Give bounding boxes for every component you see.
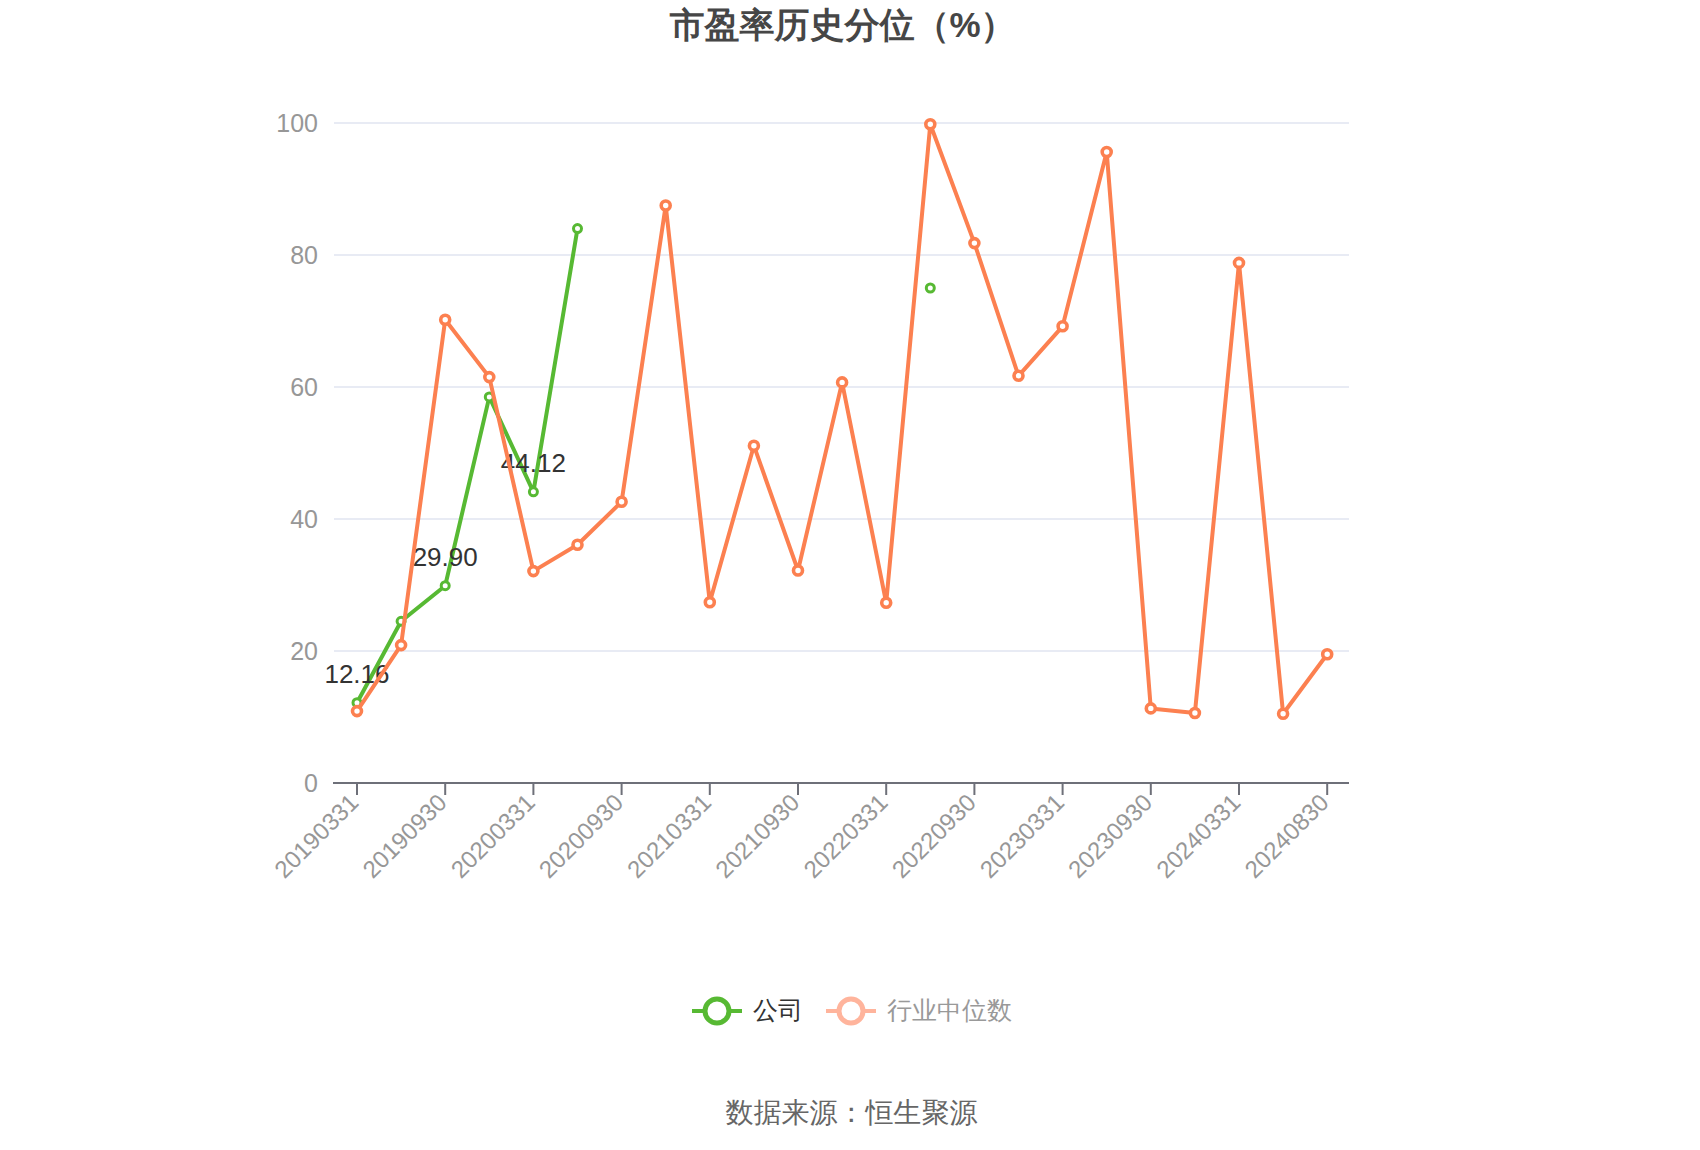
x-axis-label: 20200930 <box>534 788 629 883</box>
data-point-industry-median[interactable] <box>1102 148 1111 157</box>
y-axis-label: 40 <box>290 505 318 533</box>
x-axis-label: 20220331 <box>798 788 893 883</box>
x-axis-label: 20210930 <box>710 788 805 883</box>
data-point-industry-median[interactable] <box>705 598 714 607</box>
y-axis-label: 20 <box>290 637 318 665</box>
data-point-industry-median[interactable] <box>1323 650 1332 659</box>
x-axis-label: 20230930 <box>1063 788 1158 883</box>
series-line-company <box>357 229 930 703</box>
y-axis-label: 0 <box>304 769 318 797</box>
data-point-company[interactable] <box>441 582 449 590</box>
data-point-industry-median[interactable] <box>1235 258 1244 267</box>
y-axis-label: 100 <box>276 109 318 137</box>
data-point-industry-median[interactable] <box>970 239 979 248</box>
x-axis-label: 20240830 <box>1239 788 1334 883</box>
legend-item-industry-median[interactable]: 行业中位数 <box>825 994 1012 1027</box>
data-point-industry-median[interactable] <box>397 641 406 650</box>
data-point-company[interactable] <box>529 488 537 496</box>
data-point-industry-median[interactable] <box>1058 322 1067 331</box>
data-point-industry-median[interactable] <box>617 497 626 506</box>
line-marker-icon <box>691 995 743 1027</box>
data-point-industry-median[interactable] <box>838 378 847 387</box>
data-point-industry-median[interactable] <box>573 540 582 549</box>
x-axis-label: 20220930 <box>886 788 981 883</box>
data-point-industry-median[interactable] <box>485 373 494 382</box>
x-axis-label: 20210331 <box>622 788 717 883</box>
x-axis-label: 20190930 <box>357 788 452 883</box>
data-point-industry-median[interactable] <box>441 315 450 324</box>
data-point-industry-median[interactable] <box>661 201 670 210</box>
data-point-industry-median[interactable] <box>1190 709 1199 718</box>
legend-item-company[interactable]: 公司 <box>691 994 803 1027</box>
y-axis-label: 60 <box>290 373 318 401</box>
legend-label-company: 公司 <box>753 994 803 1027</box>
data-point-industry-median[interactable] <box>749 441 758 450</box>
data-point-company[interactable] <box>574 225 582 233</box>
line-marker-icon <box>825 995 877 1027</box>
x-axis-label: 20200331 <box>445 788 540 883</box>
data-source-note: 数据来源：恒生聚源 <box>0 1094 1700 1132</box>
x-axis-label: 20240331 <box>1151 788 1246 883</box>
data-point-industry-median[interactable] <box>794 566 803 575</box>
data-point-industry-median[interactable] <box>882 598 891 607</box>
data-point-industry-median[interactable] <box>1146 704 1155 713</box>
data-point-company[interactable] <box>926 284 934 292</box>
x-axis-label: 20230331 <box>975 788 1070 883</box>
plot-area: 0 20 40 60 80 100 2019033120190930202003312020… <box>0 0 1700 1150</box>
data-point-industry-median[interactable] <box>1279 709 1288 718</box>
x-axis-label: 20190331 <box>269 788 364 883</box>
data-point-label: 29.90 <box>413 542 478 572</box>
data-point-industry-median[interactable] <box>1014 371 1023 380</box>
data-point-industry-median[interactable] <box>926 120 935 129</box>
legend-label-industry-median: 行业中位数 <box>887 994 1012 1027</box>
y-axis-label: 80 <box>290 241 318 269</box>
series-line-industry-median <box>357 124 1327 713</box>
data-point-industry-median[interactable] <box>353 707 362 716</box>
legend: 公司 行业中位数 <box>0 994 1700 1027</box>
data-point-industry-median[interactable] <box>529 567 538 576</box>
pe-ratio-percentile-chart: 市盈率历史分位（%） 02040608010020190331201909302… <box>0 0 1700 1150</box>
